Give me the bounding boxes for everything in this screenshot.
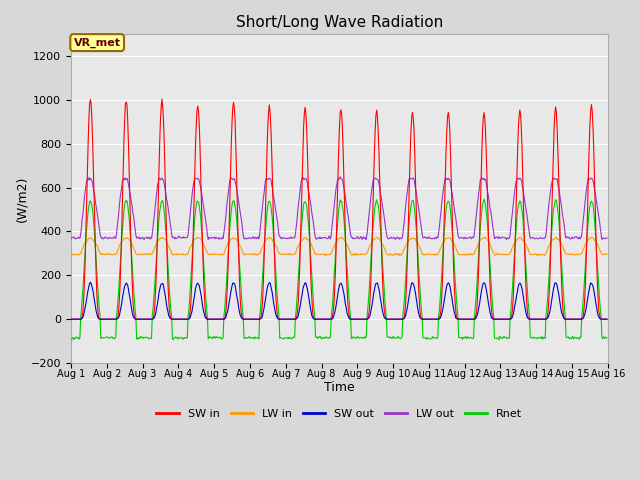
Y-axis label: (W/m2): (W/m2): [15, 175, 28, 222]
X-axis label: Time: Time: [324, 381, 355, 394]
Text: VR_met: VR_met: [74, 37, 121, 48]
Title: Short/Long Wave Radiation: Short/Long Wave Radiation: [236, 15, 443, 30]
Legend: SW in, LW in, SW out, LW out, Rnet: SW in, LW in, SW out, LW out, Rnet: [152, 405, 527, 423]
